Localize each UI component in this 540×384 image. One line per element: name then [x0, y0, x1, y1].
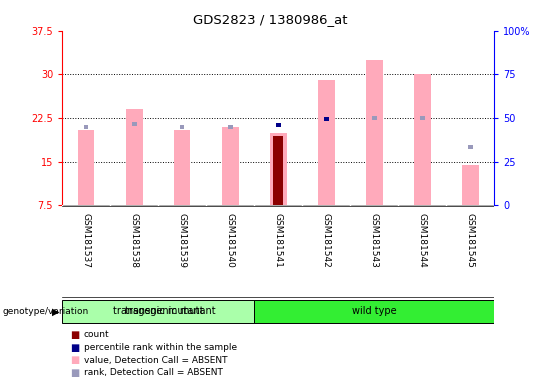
- Text: GSM181539: GSM181539: [178, 213, 187, 268]
- Text: GSM181541: GSM181541: [274, 213, 282, 268]
- Text: rank, Detection Call = ABSENT: rank, Detection Call = ABSENT: [84, 368, 222, 377]
- Bar: [228, 125, 233, 129]
- Text: ■: ■: [70, 343, 79, 353]
- Text: ■: ■: [70, 368, 79, 378]
- Text: ▶: ▶: [52, 306, 59, 316]
- Text: transgenic mutant: transgenic mutant: [125, 306, 215, 316]
- Bar: [420, 116, 424, 120]
- Bar: [323, 118, 328, 121]
- Bar: [84, 125, 89, 129]
- Bar: [414, 74, 430, 205]
- Bar: [468, 145, 472, 149]
- Bar: [276, 123, 280, 127]
- Text: GSM181545: GSM181545: [465, 213, 475, 268]
- Bar: [62, 300, 254, 323]
- Bar: [132, 122, 137, 126]
- Bar: [318, 80, 334, 205]
- Text: count: count: [84, 330, 109, 339]
- Text: ■: ■: [70, 355, 79, 365]
- Text: GDS2823 / 1380986_at: GDS2823 / 1380986_at: [193, 13, 347, 26]
- Text: value, Detection Call = ABSENT: value, Detection Call = ABSENT: [84, 356, 227, 365]
- Bar: [180, 125, 185, 129]
- Text: wild type: wild type: [352, 306, 396, 316]
- Bar: [126, 109, 143, 205]
- Text: GSM181537: GSM181537: [82, 213, 91, 268]
- Bar: [254, 300, 494, 323]
- Text: GSM181544: GSM181544: [417, 213, 427, 268]
- Text: percentile rank within the sample: percentile rank within the sample: [84, 343, 237, 352]
- Text: genotype/variation: genotype/variation: [3, 307, 89, 316]
- Bar: [462, 165, 478, 205]
- Bar: [222, 127, 239, 205]
- Bar: [78, 130, 94, 205]
- Bar: [273, 136, 283, 205]
- Text: ■: ■: [70, 330, 79, 340]
- Bar: [269, 132, 287, 205]
- Text: GSM181540: GSM181540: [226, 213, 234, 268]
- Bar: [372, 116, 376, 120]
- Text: GSM181542: GSM181542: [322, 213, 330, 268]
- Bar: [366, 60, 382, 205]
- Text: GSM181543: GSM181543: [369, 213, 379, 268]
- Bar: [174, 130, 191, 205]
- Text: GSM181538: GSM181538: [130, 213, 139, 268]
- Text: transgenic mutant: transgenic mutant: [113, 306, 204, 316]
